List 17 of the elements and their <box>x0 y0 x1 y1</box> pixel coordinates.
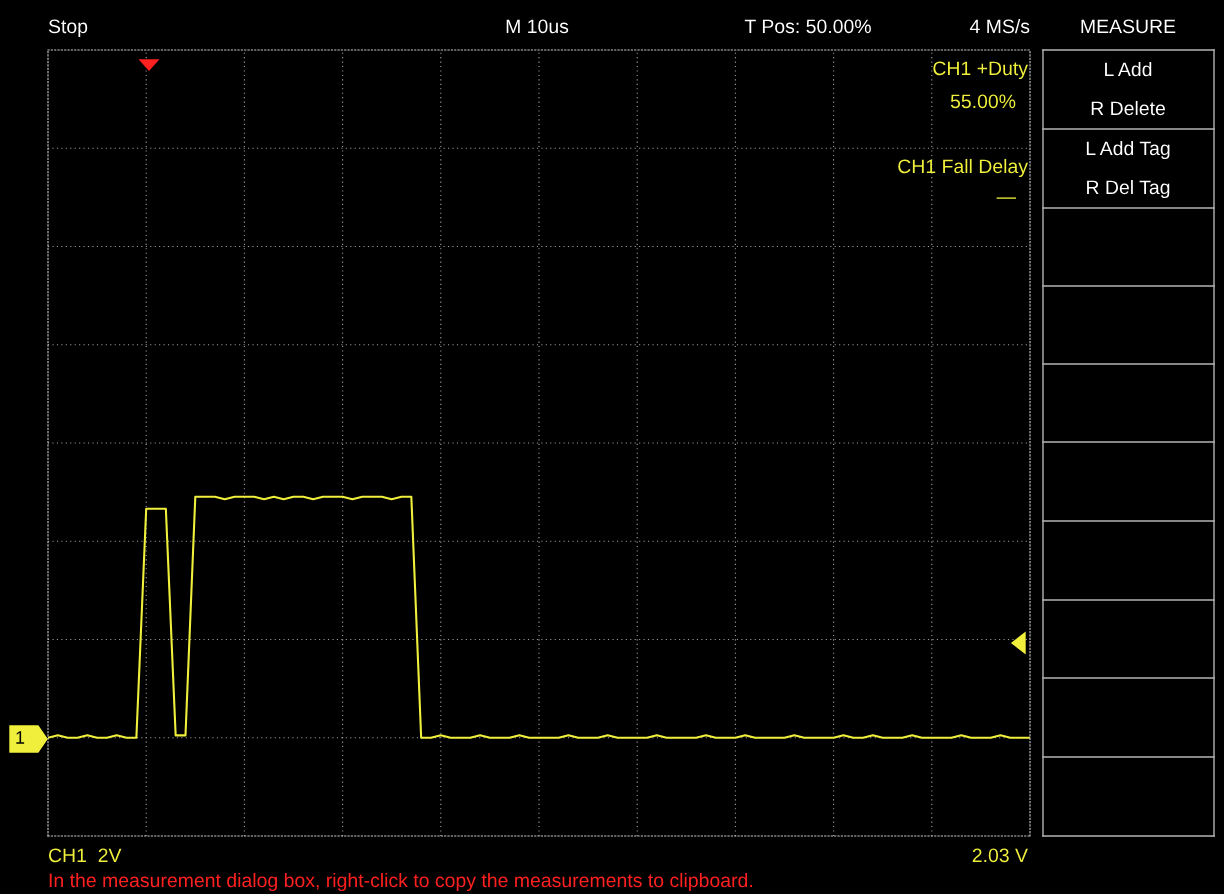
text: L Add Tag <box>1086 140 1170 160</box>
text: CH1 +Duty <box>933 61 1028 80</box>
text: — <box>996 197 1016 199</box>
text: 1 <box>16 731 25 744</box>
text: R Delete <box>1091 100 1165 116</box>
text: L Add <box>1105 61 1152 77</box>
text: CH1 Fall Delay <box>898 158 1028 178</box>
text: 55.00% <box>950 94 1016 109</box>
text: In the measurement dialog box, right-click to copy the measurements to clipboard. <box>49 872 752 892</box>
text: MEASURE <box>1081 19 1176 34</box>
text: 2.03 V <box>972 848 1028 863</box>
text: 4 MS/s <box>969 18 1030 34</box>
text: T Pos: 50.00% <box>744 19 871 34</box>
text: M 10us <box>506 19 569 34</box>
text: Stop <box>48 19 88 38</box>
text: CH1 2V <box>48 848 122 863</box>
text: R Del Tag <box>1087 179 1170 199</box>
